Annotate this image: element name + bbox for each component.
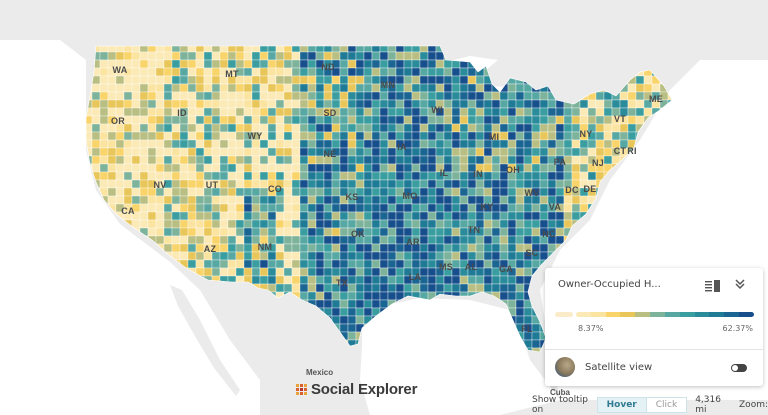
state-label-wa: WA xyxy=(112,65,127,75)
state-label-ga: GA xyxy=(499,264,513,274)
map-scale: 4,316 mi xyxy=(695,395,721,415)
legend-panel: Owner-Occupied H... 8.37% 62.37% Satelli… xyxy=(545,268,763,386)
double-chevron-down-icon[interactable] xyxy=(733,277,747,291)
state-label-ms: MS xyxy=(439,262,453,272)
state-label-wi: WI xyxy=(431,105,443,115)
tooltip-mode-switch: Hover Click xyxy=(596,397,688,413)
state-label-nj: NJ xyxy=(592,158,604,168)
legend-divider xyxy=(545,349,763,350)
ramp-swatch xyxy=(724,312,740,317)
state-label-ne: NE xyxy=(323,149,336,159)
state-label-or: OR xyxy=(111,116,125,126)
ramp-swatch xyxy=(576,312,591,317)
legend-no-data-swatch xyxy=(555,312,573,317)
state-label-tn: TN xyxy=(468,225,481,235)
ramp-swatch xyxy=(679,312,695,317)
state-label-nm: NM xyxy=(258,242,273,252)
bottom-status-bar: Show tooltip on Hover Click 4,316 mi Zoo… xyxy=(526,395,768,415)
gulf-of-mexico xyxy=(360,298,560,415)
state-label-ok: OK xyxy=(351,229,365,239)
state-label-dc: DC xyxy=(565,185,579,195)
state-label-ny: NY xyxy=(579,129,592,139)
state-label-vt: VT xyxy=(614,114,626,124)
logo-dots-icon xyxy=(296,384,307,395)
state-label-ia: IA xyxy=(397,142,407,152)
state-label-mt: MT xyxy=(225,69,239,79)
state-label-il: IL xyxy=(440,168,449,178)
country-label-mexico: Mexico xyxy=(306,368,333,377)
state-label-mn: MN xyxy=(381,80,396,90)
state-label-al: AL xyxy=(465,262,478,272)
satellite-thumbnail-icon[interactable] xyxy=(555,357,575,377)
click-mode-button[interactable]: Click xyxy=(645,398,687,412)
state-label-id: ID xyxy=(177,108,187,118)
state-labels: WA OR ID MT WY NV CA UT CO AZ NM ND SD NE KS OK TX MN IA MO… xyxy=(111,62,663,334)
state-label-sd: SD xyxy=(323,108,336,118)
state-label-in: IN xyxy=(473,169,483,179)
state-label-va: VA xyxy=(549,202,562,212)
zoom-label: Zoom: xyxy=(739,400,768,410)
ramp-swatch xyxy=(605,312,621,317)
state-label-ar: AR xyxy=(406,237,420,247)
state-label-mo: MO xyxy=(402,191,417,201)
satellite-view-label: Satellite view xyxy=(585,362,653,373)
satellite-view-toggle[interactable] xyxy=(731,364,747,372)
state-label-nd: ND xyxy=(321,62,335,72)
state-label-ca: CA xyxy=(121,206,135,216)
state-label-wv: WV xyxy=(524,188,539,198)
ramp-swatch xyxy=(664,312,680,317)
toggle-knob xyxy=(732,365,738,371)
country-label-cuba: Cuba xyxy=(550,388,571,397)
state-label-ri: RI xyxy=(627,146,637,156)
state-label-wy: WY xyxy=(247,131,262,141)
social-explorer-logo[interactable]: Social Explorer xyxy=(296,381,417,398)
state-label-la: LA xyxy=(409,272,422,282)
state-label-co: CO xyxy=(268,184,282,194)
country-labels: Mexico Cuba xyxy=(306,368,571,397)
ramp-swatch xyxy=(650,312,665,317)
tooltip-mode-label: Show tooltip on xyxy=(532,395,588,415)
ramp-swatch xyxy=(739,312,754,317)
state-label-me: ME xyxy=(649,94,663,104)
us-outline xyxy=(85,45,673,353)
baja-peninsula xyxy=(170,285,240,396)
state-label-sc: SC xyxy=(525,248,538,258)
ramp-swatch xyxy=(709,312,725,317)
ramp-swatch xyxy=(620,312,636,317)
logo-text: Social Explorer xyxy=(311,381,418,398)
state-label-mi: MI xyxy=(489,132,500,142)
legend-max-label: 62.37% xyxy=(722,324,753,333)
legend-color-ramp xyxy=(576,312,754,317)
columns-icon[interactable] xyxy=(705,280,721,292)
state-label-nv: NV xyxy=(153,180,166,190)
state-label-ks: KS xyxy=(345,192,358,202)
ramp-swatch xyxy=(635,312,651,317)
state-label-de: DE xyxy=(583,184,596,194)
state-label-tx: TX xyxy=(336,278,348,288)
hover-mode-button[interactable]: Hover xyxy=(597,398,646,412)
state-label-ut: UT xyxy=(206,180,219,190)
ramp-swatch xyxy=(590,312,606,317)
state-label-fl: FL xyxy=(521,324,533,334)
state-label-ky: KY xyxy=(480,202,493,212)
state-label-oh: OH xyxy=(506,165,520,175)
state-label-ct: CT xyxy=(614,146,627,156)
ramp-swatch xyxy=(694,312,710,317)
state-label-nc: NC xyxy=(542,229,556,239)
state-label-az: AZ xyxy=(204,244,217,254)
state-label-pa: PA xyxy=(554,157,567,167)
legend-min-label: 8.37% xyxy=(578,324,604,333)
legend-title[interactable]: Owner-Occupied H... xyxy=(558,279,661,290)
